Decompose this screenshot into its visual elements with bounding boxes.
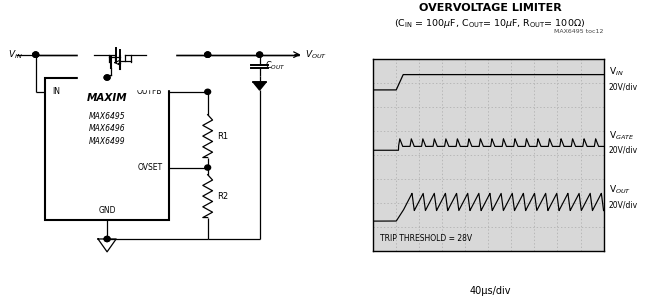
Text: MAXIM: MAXIM	[87, 92, 127, 102]
Text: TRIP THRESHOLD = 28V: TRIP THRESHOLD = 28V	[380, 234, 472, 243]
Circle shape	[104, 237, 110, 242]
Polygon shape	[253, 82, 266, 90]
Text: V$_{OUT}$: V$_{OUT}$	[305, 48, 327, 61]
Circle shape	[205, 52, 211, 57]
Text: MAX6496: MAX6496	[89, 124, 125, 133]
Text: R1: R1	[217, 132, 228, 141]
Circle shape	[104, 75, 110, 80]
Text: (C$_{\mathregular{IN}}$ = 100$\mu$F, C$_{\mathregular{OUT}}$= 10$\mu$F, R$_{\mat: (C$_{\mathregular{IN}}$ = 100$\mu$F, C$_…	[395, 17, 585, 30]
Text: 40μs/div: 40μs/div	[469, 286, 511, 296]
Circle shape	[33, 52, 39, 57]
Text: 20V/div: 20V/div	[609, 82, 638, 91]
Text: GND: GND	[99, 206, 116, 215]
Circle shape	[205, 52, 211, 57]
Text: V$_{IN}$: V$_{IN}$	[609, 65, 624, 78]
Text: IN: IN	[52, 87, 60, 96]
Text: C$_{OUT}$: C$_{OUT}$	[265, 60, 286, 72]
Text: MAX6495: MAX6495	[89, 112, 125, 121]
Circle shape	[205, 89, 211, 94]
Text: 20V/div: 20V/div	[609, 146, 638, 155]
Circle shape	[205, 52, 211, 57]
Circle shape	[257, 52, 263, 57]
Text: V$_{OUT}$: V$_{OUT}$	[609, 184, 631, 196]
Circle shape	[33, 52, 39, 57]
Circle shape	[104, 75, 110, 80]
Circle shape	[257, 52, 263, 57]
Circle shape	[104, 237, 110, 242]
Text: GATE: GATE	[97, 82, 117, 91]
Text: V$_{IN}$: V$_{IN}$	[8, 48, 23, 61]
Text: 20V/div: 20V/div	[609, 201, 638, 210]
Circle shape	[205, 165, 211, 170]
Text: MAX6495 toc12: MAX6495 toc12	[554, 29, 604, 34]
Text: R2: R2	[217, 192, 228, 201]
Text: OVERVOLTAGE LIMITER: OVERVOLTAGE LIMITER	[419, 3, 561, 13]
Circle shape	[33, 52, 39, 57]
Bar	[45, 78, 169, 220]
Text: V$_{GATE}$: V$_{GATE}$	[609, 129, 634, 142]
Text: OVSET: OVSET	[137, 163, 162, 172]
Text: OUTFB: OUTFB	[137, 87, 162, 96]
Text: MAX6499: MAX6499	[89, 137, 125, 146]
